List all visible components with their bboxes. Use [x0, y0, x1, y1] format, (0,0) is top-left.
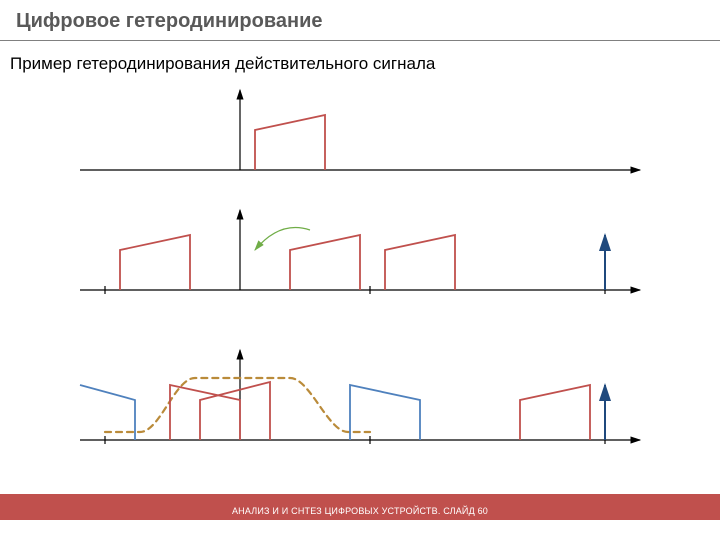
footer-text: АНАЛИЗ И И СНТЕЗ ЦИФРОВЫХ УСТРОЙСТВ. СЛА…	[0, 506, 720, 516]
subtitle: Пример гетеродинирования действительного…	[10, 54, 435, 74]
page-title: Цифровое гетеродинирование	[16, 10, 323, 33]
spectrum-diagrams	[60, 80, 660, 480]
title-underline	[0, 40, 720, 41]
